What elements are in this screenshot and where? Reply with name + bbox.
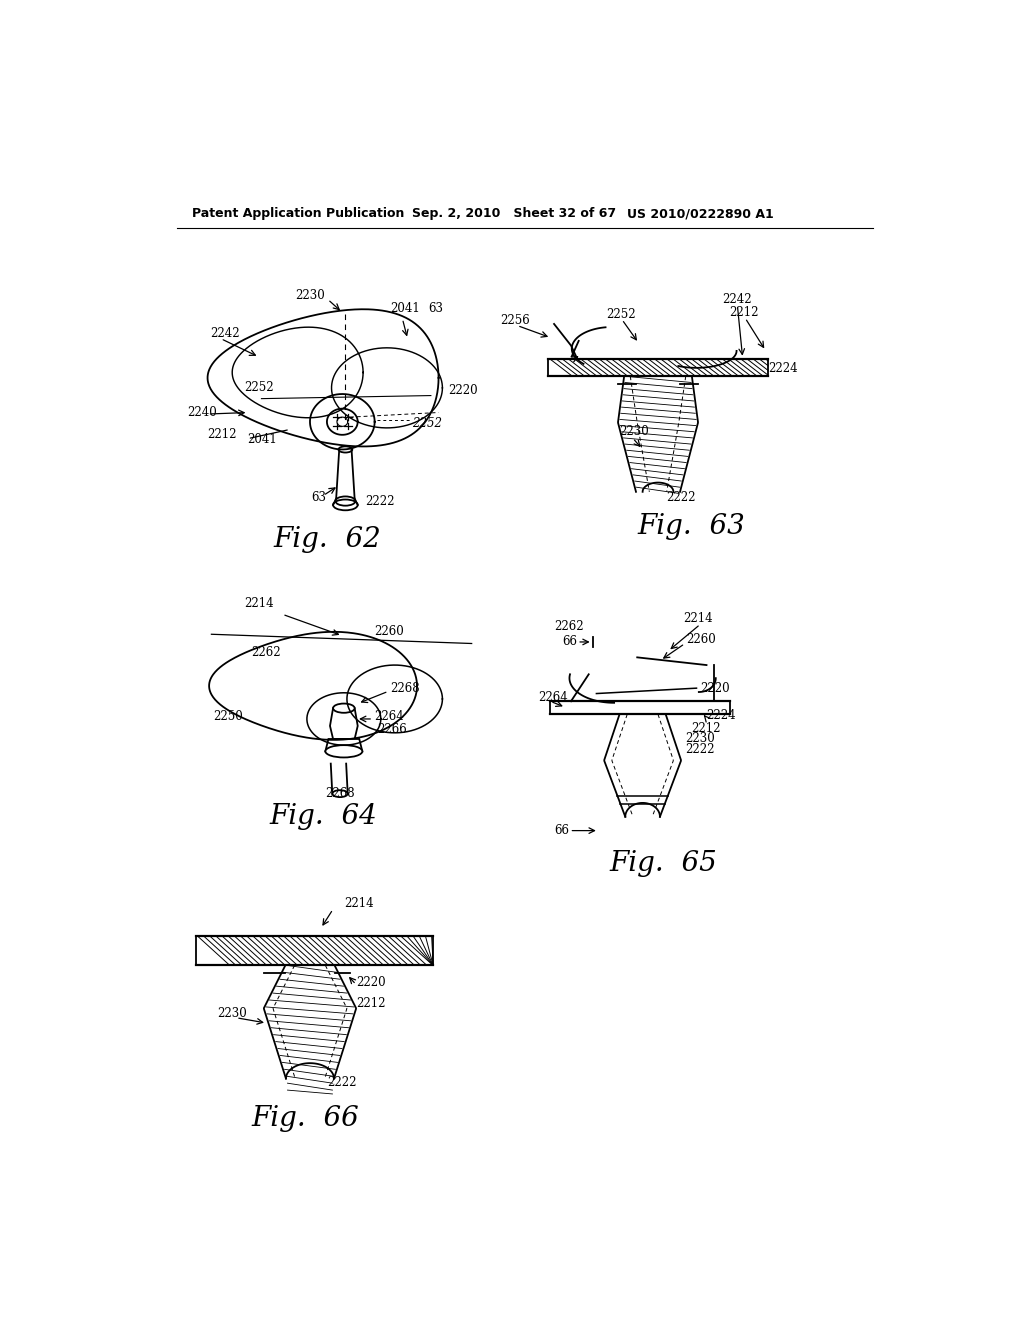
Text: 2230: 2230	[685, 733, 715, 746]
Ellipse shape	[326, 744, 362, 758]
Text: 2224: 2224	[768, 362, 798, 375]
Text: 2230: 2230	[295, 289, 325, 302]
Text: 66: 66	[562, 635, 577, 648]
Text: 2220: 2220	[449, 384, 478, 397]
Text: 2260: 2260	[375, 626, 404, 639]
Polygon shape	[330, 708, 357, 739]
Text: 2212: 2212	[356, 998, 386, 1010]
Text: 2268: 2268	[390, 681, 420, 694]
Text: 2262: 2262	[554, 620, 584, 634]
Text: 2214: 2214	[344, 898, 374, 911]
Text: 66: 66	[554, 824, 569, 837]
Text: 2212: 2212	[730, 306, 759, 319]
Text: 2224: 2224	[707, 709, 736, 722]
Text: 2214: 2214	[244, 597, 273, 610]
Text: 2222: 2222	[666, 491, 695, 504]
Text: 2266: 2266	[377, 723, 407, 737]
Text: 2220: 2220	[700, 681, 730, 694]
Text: 2242: 2242	[210, 327, 240, 341]
Text: Fig.  64: Fig. 64	[269, 804, 377, 830]
Text: 2041: 2041	[248, 433, 278, 446]
Text: 2220: 2220	[356, 975, 386, 989]
Text: Sep. 2, 2010   Sheet 32 of 67: Sep. 2, 2010 Sheet 32 of 67	[412, 207, 615, 220]
Text: 2262: 2262	[252, 647, 281, 659]
Text: 63: 63	[311, 491, 327, 504]
Text: 2212: 2212	[691, 722, 721, 735]
Text: 2222: 2222	[685, 743, 715, 756]
Text: 2230: 2230	[620, 425, 649, 438]
Text: US 2010/0222890 A1: US 2010/0222890 A1	[628, 207, 774, 220]
Text: Patent Application Publication: Patent Application Publication	[193, 207, 404, 220]
Text: Fig.  66: Fig. 66	[252, 1105, 359, 1133]
Text: 2230: 2230	[217, 1007, 248, 1019]
Text: 2212: 2212	[208, 428, 238, 441]
Text: 63: 63	[429, 302, 443, 315]
Text: Fig.  65: Fig. 65	[609, 850, 717, 876]
Text: 2250: 2250	[213, 710, 243, 723]
Text: 2252: 2252	[244, 381, 273, 395]
Text: 2240: 2240	[186, 407, 216, 418]
Text: Fig.  63: Fig. 63	[637, 513, 745, 540]
Text: 2260: 2260	[686, 634, 716, 647]
Text: 2214: 2214	[683, 612, 713, 626]
Ellipse shape	[333, 704, 354, 713]
Text: 2041: 2041	[390, 302, 420, 315]
Text: 2264: 2264	[539, 690, 568, 704]
Text: 2268: 2268	[326, 787, 355, 800]
Text: 2252: 2252	[606, 308, 636, 321]
Text: 2256: 2256	[500, 314, 529, 326]
Text: 2242: 2242	[722, 293, 752, 306]
Polygon shape	[326, 739, 362, 751]
Text: 2222: 2222	[366, 495, 395, 508]
Text: Fig.  62: Fig. 62	[273, 527, 381, 553]
Text: 2252: 2252	[412, 417, 441, 430]
Text: 2222: 2222	[327, 1076, 356, 1089]
Text: 2264: 2264	[375, 710, 404, 723]
